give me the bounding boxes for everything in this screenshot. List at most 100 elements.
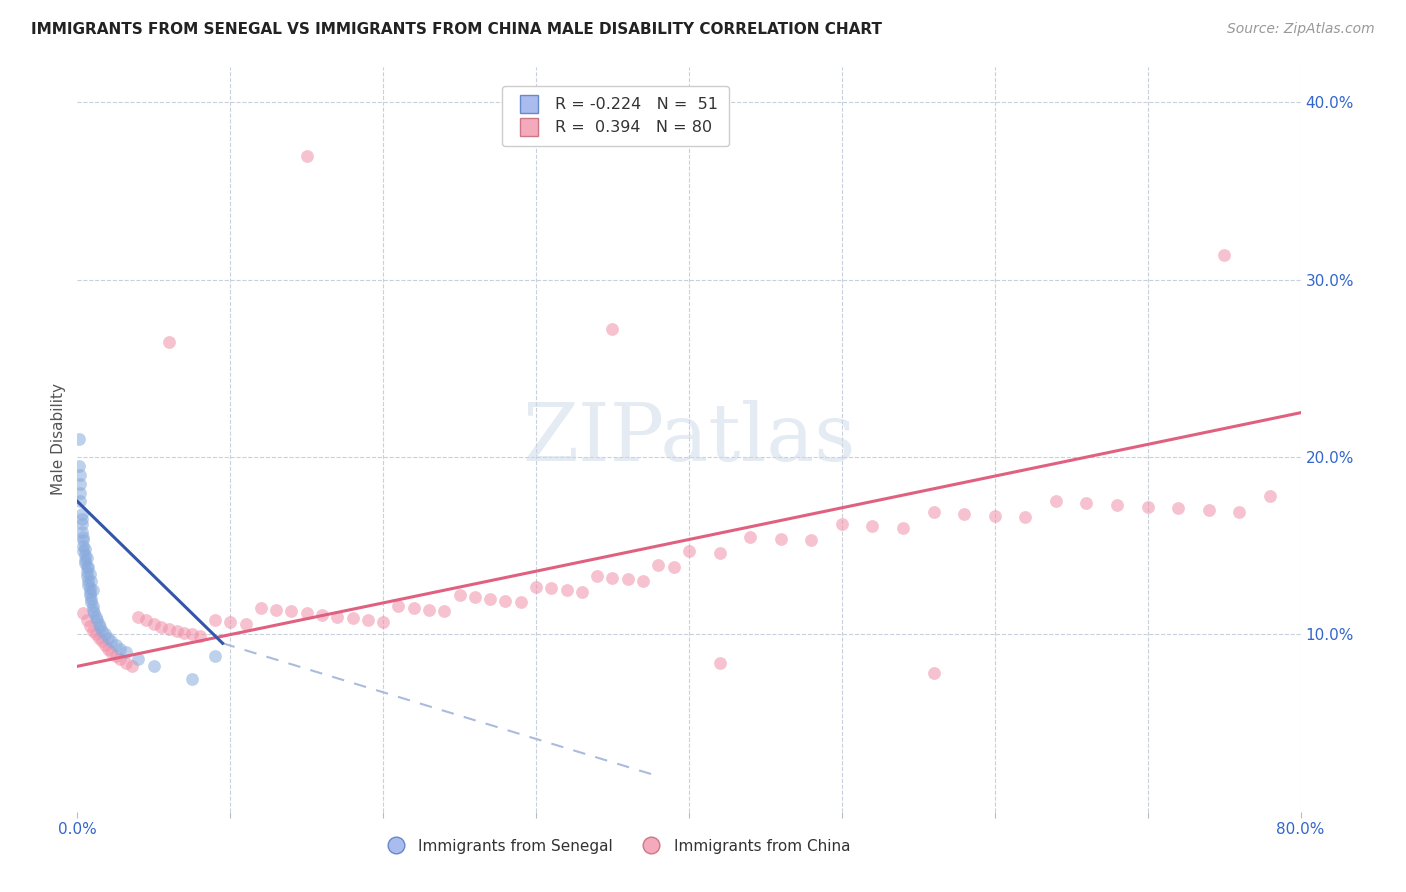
- Text: Source: ZipAtlas.com: Source: ZipAtlas.com: [1227, 22, 1375, 37]
- Point: [295, 148, 318, 162]
- Point: [1167, 501, 1189, 516]
- Point: [76, 566, 98, 580]
- Point: [135, 613, 157, 627]
- Point: [97, 631, 120, 645]
- Point: [647, 558, 669, 573]
- Point: [617, 573, 640, 587]
- Point: [73, 542, 96, 557]
- Point: [709, 546, 731, 560]
- Point: [540, 582, 562, 596]
- Point: [1258, 489, 1281, 503]
- Point: [418, 602, 440, 616]
- Point: [104, 648, 127, 663]
- Point: [70, 517, 93, 532]
- Point: [108, 652, 131, 666]
- Point: [280, 604, 302, 618]
- Point: [922, 666, 945, 681]
- Point: [94, 638, 117, 652]
- Legend: R = -0.224   N =  51, R =  0.394   N = 80: R = -0.224 N = 51, R = 0.394 N = 80: [502, 86, 728, 146]
- Point: [586, 569, 609, 583]
- Point: [108, 641, 131, 656]
- Point: [204, 648, 226, 663]
- Point: [157, 622, 180, 636]
- Point: [77, 578, 100, 592]
- Point: [121, 659, 143, 673]
- Point: [219, 615, 242, 629]
- Point: [357, 613, 380, 627]
- Point: [73, 553, 96, 567]
- Point: [188, 629, 211, 643]
- Point: [82, 599, 104, 613]
- Point: [371, 615, 394, 629]
- Point: [709, 656, 731, 670]
- Point: [740, 530, 762, 544]
- Point: [80, 595, 103, 609]
- Point: [79, 567, 101, 582]
- Point: [602, 322, 624, 336]
- Point: [67, 433, 90, 447]
- Point: [479, 591, 502, 606]
- Point: [1107, 498, 1129, 512]
- Point: [70, 524, 93, 539]
- Point: [80, 591, 103, 606]
- Y-axis label: Male Disability: Male Disability: [51, 384, 66, 495]
- Text: IMMIGRANTS FROM SENEGAL VS IMMIGRANTS FROM CHINA MALE DISABILITY CORRELATION CHA: IMMIGRANTS FROM SENEGAL VS IMMIGRANTS FR…: [31, 22, 882, 37]
- Point: [142, 616, 165, 631]
- Point: [984, 508, 1007, 523]
- Point: [662, 560, 685, 574]
- Point: [509, 595, 531, 609]
- Text: ZIPatlas: ZIPatlas: [522, 401, 856, 478]
- Point: [678, 544, 700, 558]
- Point: [891, 521, 914, 535]
- Point: [166, 624, 188, 638]
- Point: [1076, 496, 1098, 510]
- Point: [524, 580, 547, 594]
- Point: [173, 625, 195, 640]
- Point: [69, 485, 91, 500]
- Point: [69, 494, 91, 508]
- Point: [100, 645, 122, 659]
- Point: [76, 613, 98, 627]
- Point: [104, 638, 127, 652]
- Point: [82, 624, 104, 638]
- Point: [127, 609, 149, 624]
- Point: [77, 560, 100, 574]
- Point: [76, 569, 98, 583]
- Point: [90, 634, 112, 648]
- Point: [800, 533, 823, 548]
- Point: [1014, 510, 1036, 524]
- Point: [84, 609, 107, 624]
- Point: [115, 656, 138, 670]
- Point: [82, 602, 104, 616]
- Point: [862, 519, 884, 533]
- Point: [602, 571, 624, 585]
- Point: [235, 616, 257, 631]
- Point: [150, 620, 173, 634]
- Point: [69, 467, 91, 482]
- Point: [142, 659, 165, 673]
- Point: [87, 616, 110, 631]
- Point: [82, 582, 104, 597]
- Point: [387, 599, 409, 613]
- Point: [86, 613, 108, 627]
- Point: [571, 584, 593, 599]
- Point: [831, 517, 853, 532]
- Point: [264, 602, 287, 616]
- Point: [72, 533, 94, 548]
- Point: [181, 672, 204, 686]
- Point: [67, 458, 90, 473]
- Point: [94, 627, 117, 641]
- Point: [1045, 494, 1067, 508]
- Point: [79, 584, 101, 599]
- Point: [342, 611, 364, 625]
- Point: [402, 600, 425, 615]
- Point: [77, 574, 100, 589]
- Point: [953, 507, 976, 521]
- Point: [100, 634, 122, 648]
- Point: [73, 557, 96, 571]
- Point: [1198, 503, 1220, 517]
- Point: [72, 544, 94, 558]
- Point: [326, 609, 349, 624]
- Point: [70, 512, 93, 526]
- Point: [464, 590, 486, 604]
